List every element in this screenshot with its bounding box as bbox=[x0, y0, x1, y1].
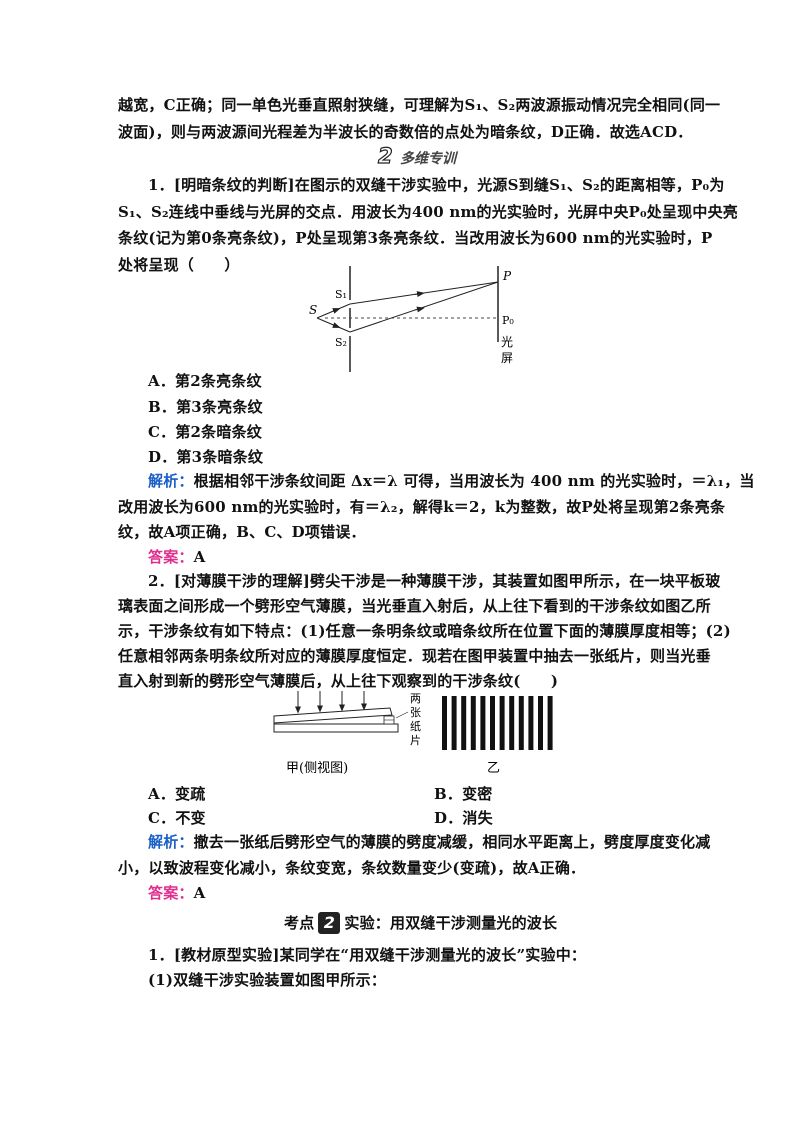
stripe bbox=[470, 696, 476, 750]
interference-stripes bbox=[442, 696, 553, 750]
stripe bbox=[509, 696, 515, 750]
question-2-line: 任意相邻两条明条纹所对应的薄膜厚度恒定．现若在图甲装置中抽去一张纸片，则当光垂 bbox=[118, 647, 711, 665]
wedge-figure: 两 张 纸 片 甲(侧视图) 乙 bbox=[273, 691, 553, 776]
section-title: 多维专训 bbox=[400, 151, 456, 167]
kaodian-title: 实验：用双缝干涉测量光的波长 bbox=[344, 914, 558, 932]
question-3-line: (1)双缝干涉实验装置如图甲所示： bbox=[148, 971, 387, 989]
explanation-label: 解析： bbox=[148, 833, 194, 851]
explanation-label: 解析： bbox=[148, 472, 194, 490]
question-1-line: 条纹(记为第0条亮条纹)，P处呈现第3条亮条纹．当改用波长为600 nm的光实验… bbox=[118, 229, 713, 247]
label-S1: S₁ bbox=[335, 288, 347, 301]
answer-value: A bbox=[193, 548, 206, 566]
question-1-line: 1．[明暗条纹的判断]在图示的双缝干涉实验中，光源S到缝S₁、S₂的距离相等，P… bbox=[148, 176, 725, 194]
option-a: A．第2条亮条纹 bbox=[148, 372, 262, 390]
option-b: B．第3条亮条纹 bbox=[148, 398, 263, 416]
explanation-line: 解析：撤去一张纸后劈形空气的薄膜的劈度减缓，相同水平距离上，劈度厚度变化减 bbox=[148, 833, 711, 851]
option-c: C．不变 bbox=[148, 809, 206, 827]
stripe bbox=[480, 696, 486, 750]
option-a: A．变疏 bbox=[148, 785, 206, 803]
bottom-plate bbox=[273, 723, 399, 733]
explanation-line: 纹，故A项正确，B、C、D项错误． bbox=[118, 523, 366, 541]
label-S2: S₂ bbox=[335, 336, 347, 349]
top-plate bbox=[273, 707, 393, 724]
question-3-line: 1．[教材原型实验]某同学在“用双缝干涉测量光的波长”实验中： bbox=[148, 946, 587, 964]
label-P0: P₀ bbox=[502, 314, 514, 327]
double-slit-figure: S S₁ S₂ P P₀ 光 屏 bbox=[309, 266, 514, 372]
caption-jia: 甲(侧视图) bbox=[286, 761, 348, 776]
answer-line: 答案：A bbox=[148, 880, 205, 907]
text-line: 越宽，C正确；同一单色光垂直照射狭缝，可理解为S₁、S₂两波源振动情况完全相同(… bbox=[118, 96, 721, 114]
question-2-line: 璃表面之间形成一个劈形空气薄膜，当光垂直入射后，从上往下看到的干涉条纹如图乙所 bbox=[118, 597, 711, 615]
question-1-line: 处将呈现（ ） bbox=[118, 256, 240, 274]
stripe bbox=[538, 696, 543, 750]
label-screen-1: 光 bbox=[501, 335, 513, 349]
question-1-line: S₁、S₂连线中垂线与光屏的交点．用波长为400 nm的光实验时，光屏中央P₀处… bbox=[118, 203, 738, 221]
option-d: D．消失 bbox=[434, 809, 493, 827]
kaodian-header: 考点 2 实验：用双缝干涉测量光的波长 bbox=[284, 912, 558, 934]
option-b: B．变密 bbox=[434, 785, 493, 803]
option-c: C．第2条暗条纹 bbox=[148, 423, 262, 441]
answer-label: 答案： bbox=[148, 548, 194, 566]
stripe bbox=[461, 696, 467, 750]
option-d: D．第3条暗条纹 bbox=[148, 448, 264, 466]
svg-text:张: 张 bbox=[410, 706, 421, 719]
side-label: 两 bbox=[410, 692, 421, 705]
question-2-line: 2．[对薄膜干涉的理解]劈尖干涉是一种薄膜干涉，其装置如图甲所示，在一块平板玻 bbox=[148, 572, 721, 590]
explanation-line: 解析：根据相邻干涉条纹间距 Δx＝λ 可得，当用波长为 400 nm 的光实验时… bbox=[148, 472, 755, 490]
svg-text:片: 片 bbox=[410, 734, 421, 747]
kaodian-number: 2 bbox=[318, 912, 341, 934]
answer-line: 答案：A bbox=[148, 544, 205, 571]
text-line: 波面)，则与两波源间光程差为半波长的奇数倍的点处为暗条纹，D正确．故选ACD． bbox=[118, 123, 693, 141]
stripe bbox=[547, 696, 553, 750]
explanation-line: 小，以致波程变化减小，条纹变宽，条纹数量变少(变疏)，故A正确． bbox=[118, 859, 586, 877]
stripe bbox=[442, 696, 447, 750]
answer-label: 答案： bbox=[148, 884, 194, 902]
stripe bbox=[451, 696, 457, 750]
svg-text:纸: 纸 bbox=[410, 720, 421, 733]
stripe bbox=[499, 696, 505, 750]
label-screen-2: 屏 bbox=[501, 351, 513, 365]
stripe bbox=[518, 696, 524, 750]
label-P: P bbox=[502, 269, 512, 283]
stripe bbox=[490, 696, 495, 750]
question-2-line: 示，干涉条纹有如下特点：(1)任意一条明条纹或暗条纹所在位置下面的薄膜厚度相等；… bbox=[118, 622, 731, 640]
caption-yi: 乙 bbox=[487, 761, 500, 776]
section-number: 2 bbox=[377, 143, 393, 168]
section-header: 2 多维专训 bbox=[350, 143, 470, 169]
question-2-line: 直入射到新的劈形空气薄膜后，从上往下观察到的干涉条纹( ) bbox=[118, 672, 559, 690]
stripe bbox=[528, 696, 534, 750]
label-S: S bbox=[309, 303, 317, 317]
explanation-line: 改用波长为600 nm的光实验时，有＝λ₂，解得k＝2，k为整数，故P处将呈现第… bbox=[118, 498, 726, 516]
answer-value: A bbox=[193, 884, 206, 902]
